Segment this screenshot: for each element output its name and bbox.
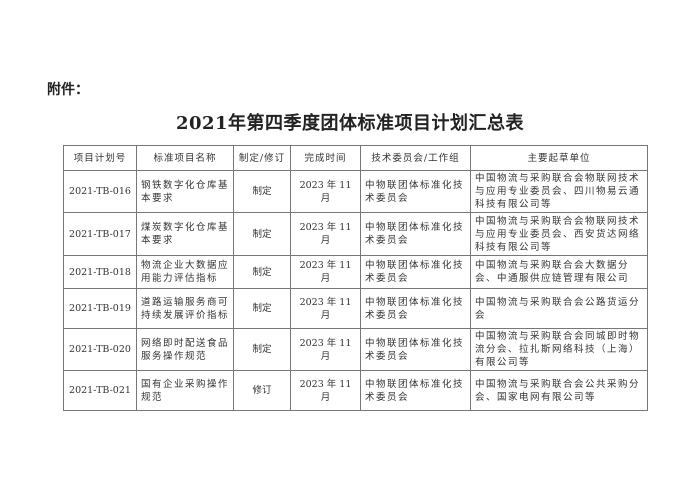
cell-type: 修订 [233, 370, 291, 411]
cell-committee: 中物联团体标准化技术委员会 [360, 255, 471, 289]
cell-committee: 中物联团体标准化技术委员会 [360, 288, 471, 329]
cell-drafting-units: 中国物流与采购联合会公路货运分会 [470, 288, 648, 329]
cell-standard-name: 煤炭数字化仓库基本要求 [136, 212, 234, 256]
cell-plan-number: 2021-TB-018 [63, 255, 137, 289]
cell-standard-name: 物流企业大数据应用能力评估指标 [136, 255, 234, 289]
table-row: 2021-TB-019 道路运输服务商可持续发展评价指标 制定 2023 年 11 月… [63, 288, 648, 329]
header-drafting-units: 主要起草单位 [470, 145, 648, 171]
cell-committee: 中物联团体标准化技术委员会 [360, 170, 471, 213]
cell-standard-name: 国有企业采购操作规范 [136, 370, 234, 411]
cell-completion-time: 2023 年 11 月 [290, 328, 361, 371]
cell-committee: 中物联团体标准化技术委员会 [360, 370, 471, 411]
cell-type: 制定 [233, 212, 291, 256]
header-committee: 技术委员会/工作组 [360, 145, 471, 171]
cell-drafting-units: 中国物流与采购联合会物联网技术与应用专业委员会、西安货达网络科技有限公司等 [470, 212, 648, 256]
cell-committee: 中物联团体标准化技术委员会 [360, 212, 471, 256]
cell-drafting-units: 中国物流与采购联合会公共采购分会、国家电网有限公司等 [470, 370, 648, 411]
cell-standard-name: 道路运输服务商可持续发展评价指标 [136, 288, 234, 329]
cell-plan-number: 2021-TB-021 [63, 370, 137, 411]
cell-type: 制定 [233, 288, 291, 329]
cell-completion-time: 2023 年 11 月 [290, 370, 361, 411]
cell-completion-time: 2023 年 11 月 [290, 255, 361, 289]
table-row: 2021-TB-020 网络即时配送食品服务操作规范 制定 2023 年 11 月中物… [63, 328, 648, 371]
cell-completion-time: 2023 年 11 月 [290, 170, 361, 213]
cell-standard-name: 网络即时配送食品服务操作规范 [136, 328, 234, 371]
page-title: 2021年第四季度团体标准项目计划汇总表 [175, 113, 525, 134]
table-row: 2021-TB-018 物流企业大数据应用能力评估指标 制定 2023 年 11 月中… [63, 255, 648, 289]
header-type: 制定/修订 [233, 145, 291, 171]
table-row: 2021-TB-016 钢铁数字化仓库基本要求 制定 2023 年 11 月中物联团体… [63, 170, 648, 213]
header-completion-time: 完成时间 [290, 145, 361, 171]
cell-completion-time: 2023 年 11 月 [290, 288, 361, 329]
cell-drafting-units: 中国物流与采购联合会同城即时物流分会、拉扎斯网络科技（上海）有限公司等 [470, 328, 648, 371]
header-standard-name: 标准项目名称 [136, 145, 234, 171]
cell-type: 制定 [233, 328, 291, 371]
table-header-row: 项目计划号 标准项目名称 制定/修订 完成时间 技术委员会/工作组 主要起草单位 [63, 145, 648, 171]
cell-plan-number: 2021-TB-017 [63, 212, 137, 256]
cell-plan-number: 2021-TB-016 [63, 170, 137, 213]
attachment-label: 附件： [47, 82, 89, 98]
cell-plan-number: 2021-TB-020 [63, 328, 137, 371]
cell-type: 制定 [233, 255, 291, 289]
table-row: 2021-TB-021 国有企业采购操作规范 修订 2023 年 11 月中物联团体标… [63, 370, 648, 411]
header-plan-number: 项目计划号 [63, 145, 137, 171]
cell-drafting-units: 中国物流与采购联合会物联网技术与应用专业委员会、四川物易云通科技有限公司等 [470, 170, 648, 213]
table-row: 2021-TB-017 煤炭数字化仓库基本要求 制定 2023 年 11 月中物联团体… [63, 212, 648, 256]
cell-completion-time: 2023 年 11 月 [290, 212, 361, 256]
cell-drafting-units: 中国物流与采购联合会大数据分会、中通服供应链管理有限公司 [470, 255, 648, 289]
cell-plan-number: 2021-TB-019 [63, 288, 137, 329]
cell-committee: 中物联团体标准化技术委员会 [360, 328, 471, 371]
cell-type: 制定 [233, 170, 291, 213]
cell-standard-name: 钢铁数字化仓库基本要求 [136, 170, 234, 213]
standards-plan-table: 项目计划号 标准项目名称 制定/修订 完成时间 技术委员会/工作组 主要起草单位… [63, 145, 648, 411]
